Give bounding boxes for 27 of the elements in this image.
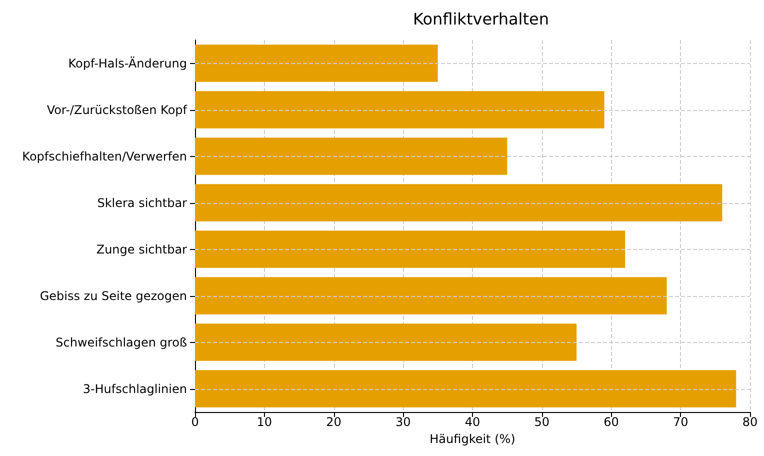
- x-tick-label: 50: [534, 415, 550, 429]
- y-tick-label: Kopf-Hals-Änderung: [68, 56, 187, 70]
- y-tick-label: Kopfschiefhalten/Verwerfen: [22, 149, 187, 164]
- bar: [195, 370, 736, 408]
- x-tick-label: 10: [256, 415, 272, 429]
- x-axis-title: Häufigkeit (%): [430, 432, 516, 446]
- y-tick-label: Sklera sichtbar: [97, 196, 188, 210]
- bar: [195, 324, 577, 361]
- bar: [195, 230, 626, 268]
- y-tick-label: 3-Hufschlaglinien: [82, 382, 187, 396]
- x-tick-label: 80: [742, 415, 758, 429]
- bar: [195, 184, 722, 222]
- x-tick-label: 20: [326, 415, 342, 429]
- y-tick-label: Vor-/Zurückstoßen Kopf: [46, 102, 188, 117]
- x-tick-label: 40: [464, 415, 480, 429]
- bar: [195, 91, 604, 128]
- bar: [195, 138, 508, 175]
- x-tick-label: 60: [604, 415, 619, 429]
- y-tick-label: Zunge sichtbar: [96, 242, 188, 256]
- y-tick-label: Gebiss zu Seite gezogen: [40, 288, 187, 303]
- x-tick-label: 30: [395, 415, 411, 429]
- x-tick-label: 70: [672, 415, 688, 429]
- chart-title: Konfliktverhalten: [413, 10, 549, 28]
- y-tick-label: Schweifschlagen groß: [56, 335, 188, 350]
- x-tick-label: 0: [191, 415, 199, 429]
- bar: [195, 277, 667, 314]
- bar: [195, 44, 438, 82]
